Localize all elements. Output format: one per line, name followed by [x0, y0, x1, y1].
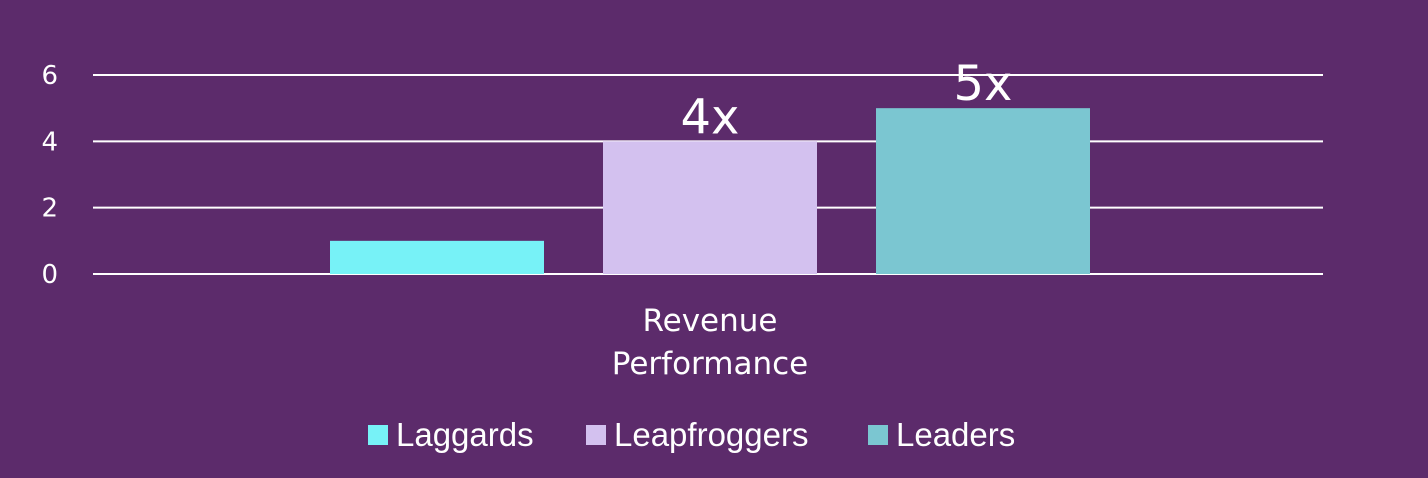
legend-label: Laggards	[396, 416, 534, 453]
legend-item-laggards: Laggards	[368, 416, 534, 453]
y-tick-label: 0	[41, 260, 58, 290]
y-tick-label: 2	[41, 194, 58, 224]
legend-swatch	[868, 425, 888, 445]
legend-label: Leapfroggers	[614, 416, 808, 453]
bar-laggards	[330, 240, 544, 274]
legend-label: Leaders	[896, 416, 1015, 453]
y-tick-label: 4	[41, 127, 58, 157]
y-axis-tick-labels: 0 2 4 6	[41, 61, 58, 290]
category-label-line: Revenue	[642, 303, 777, 339]
data-label-leapfroggers: 4x	[681, 89, 740, 145]
legend-item-leaders: Leaders	[868, 416, 1015, 453]
legend: Laggards Leapfroggers Leaders	[368, 416, 1015, 453]
data-labels: 4x 5x	[681, 56, 1013, 145]
bar-leaders	[876, 108, 1090, 275]
bars	[330, 108, 1090, 275]
category-label: Revenue Performance	[612, 303, 808, 382]
legend-swatch	[586, 425, 606, 445]
category-label-line: Performance	[612, 346, 808, 382]
legend-swatch	[368, 425, 388, 445]
data-label-leaders: 5x	[954, 56, 1013, 112]
legend-item-leapfroggers: Leapfroggers	[586, 416, 808, 453]
y-tick-label: 6	[41, 61, 58, 91]
bar-leapfroggers	[603, 141, 817, 274]
